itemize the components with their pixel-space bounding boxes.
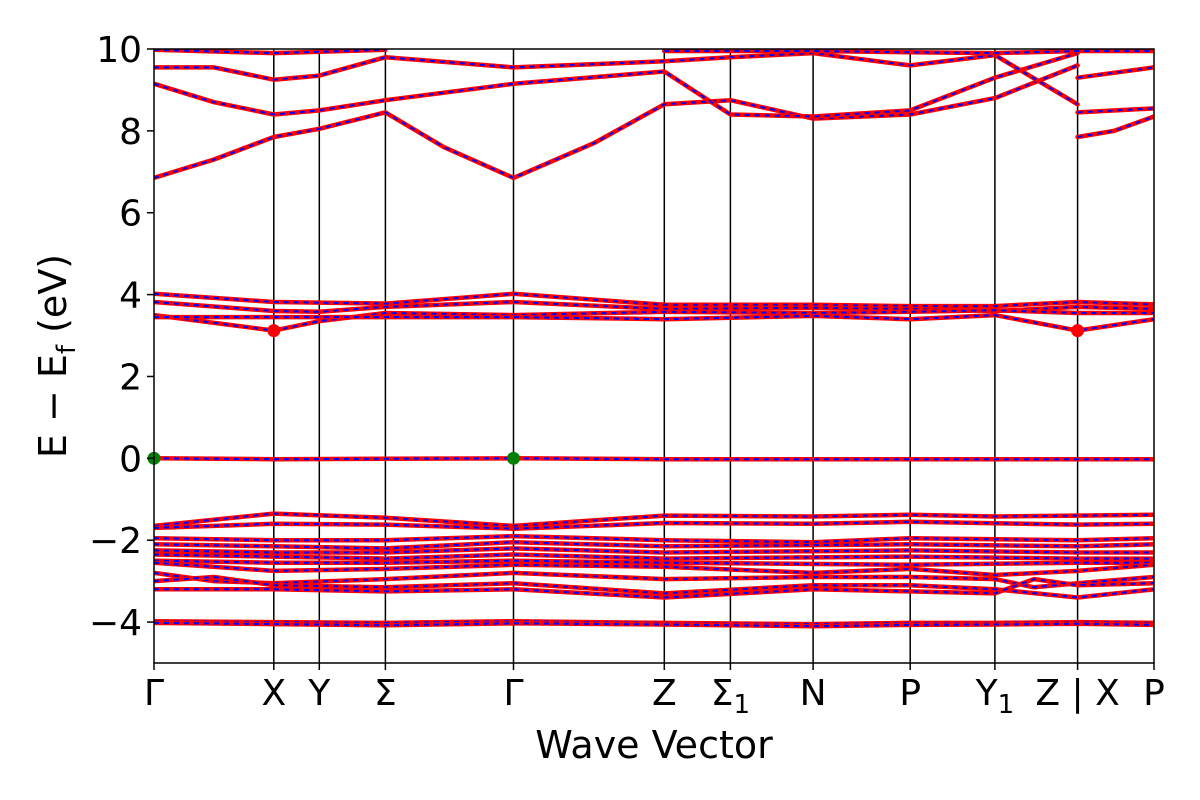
- x-tick-label-11: P: [1143, 673, 1165, 714]
- x-tick-label-main-1: X: [261, 673, 286, 714]
- vbm-marker-4: [507, 451, 520, 465]
- band-line-14-blue: [154, 512, 1154, 527]
- band-line-10-blue: [154, 300, 1154, 313]
- band-edge-markers: [147, 324, 1085, 465]
- y-axis-title: E − Ef (eV): [31, 254, 82, 458]
- x-tick-label-main-6: Σ: [711, 673, 734, 714]
- x-tick-label-main-2: Y: [307, 673, 331, 714]
- band-line-12-blue: [154, 314, 1154, 332]
- band-lines: [154, 49, 1154, 629]
- x-tick-label-3: Σ: [374, 673, 397, 714]
- x-tick-label-sub-6: 1: [734, 690, 751, 720]
- y-tick-label-6: 8: [119, 112, 142, 153]
- y-tick-label-1: −2: [89, 521, 142, 562]
- band-line-26-blue: [154, 621, 1154, 628]
- x-axis-title: Wave Vector: [535, 723, 773, 767]
- x-tick-label-1: X: [261, 673, 286, 714]
- x-tick-label-main-5: Z: [652, 673, 677, 714]
- plot-frame: [153, 48, 1155, 664]
- cbm-marker-1: [267, 324, 281, 338]
- band-line-5-blue: [1077, 115, 1154, 138]
- y-axis-ticks: −4 −2 0 2 4 6 8 10: [89, 30, 154, 644]
- band-line-11-blue: [154, 309, 1154, 332]
- band-line-2-blue: [154, 52, 1078, 118]
- x-tick-label-4: Γ: [503, 673, 523, 714]
- band-line-4-blue: [154, 49, 386, 55]
- x-tick-label-5: Z: [652, 673, 677, 714]
- y-tick-label-0: −4: [89, 603, 142, 644]
- y-tick-label-5: 6: [119, 194, 142, 235]
- band-line-1-blue: [154, 64, 1078, 179]
- x-tick-label-8: P: [899, 673, 921, 714]
- y-tick-label-3: 2: [119, 357, 142, 398]
- y-tick-label-4: 4: [119, 276, 142, 317]
- band-line-9-blue: [154, 292, 1154, 308]
- band-line-6-blue: [1077, 107, 1154, 114]
- y-tick-label-7: 10: [96, 30, 142, 71]
- cbm-marker-2: [1071, 324, 1085, 338]
- band-line-18-red: [154, 546, 1154, 555]
- band-line-21-blue: [154, 561, 1154, 577]
- x-tick-label-sub-9: 1: [998, 690, 1015, 720]
- band-line-13-blue: [154, 457, 1154, 461]
- band-line-17-red: [154, 539, 1154, 551]
- x-tick-label-2: Y: [307, 673, 331, 714]
- y-axis-title-main: E − E: [31, 354, 75, 458]
- x-tick-label-6: Σ1: [711, 673, 750, 720]
- x-tick-label-main-7: N: [800, 673, 827, 714]
- band-line-24-blue: [154, 578, 1154, 599]
- x-tick-label-10: Z | X: [1035, 673, 1119, 714]
- y-axis-title-subscript: f: [52, 344, 82, 354]
- x-tick-label-main-9: Y: [975, 673, 999, 714]
- x-tick-label-main-8: P: [899, 673, 921, 714]
- x-tick-label-0: Γ: [144, 673, 164, 714]
- band-line-8-blue: [664, 50, 1154, 55]
- band-line-3-blue: [154, 52, 1079, 106]
- x-tick-label-main-10: Z | X: [1035, 673, 1119, 714]
- band-line-16-blue: [154, 535, 1154, 544]
- x-tick-label-9: Y1: [975, 673, 1015, 720]
- x-tick-label-main-0: Γ: [144, 673, 164, 714]
- band-line-19-red: [154, 552, 1154, 561]
- y-axis-title-unit: (eV): [31, 254, 75, 345]
- y-tick-label-2: 0: [119, 439, 142, 480]
- band-line-7-blue: [1077, 66, 1154, 79]
- band-line-23-blue: [154, 575, 1154, 599]
- band-line-20-blue: [154, 559, 1154, 566]
- x-tick-label-main-3: Σ: [374, 673, 397, 714]
- band-line-15-blue: [154, 520, 1154, 530]
- x-tick-label-main-11: P: [1143, 673, 1165, 714]
- x-tick-label-7: N: [800, 673, 827, 714]
- x-tick-label-main-4: Γ: [503, 673, 523, 714]
